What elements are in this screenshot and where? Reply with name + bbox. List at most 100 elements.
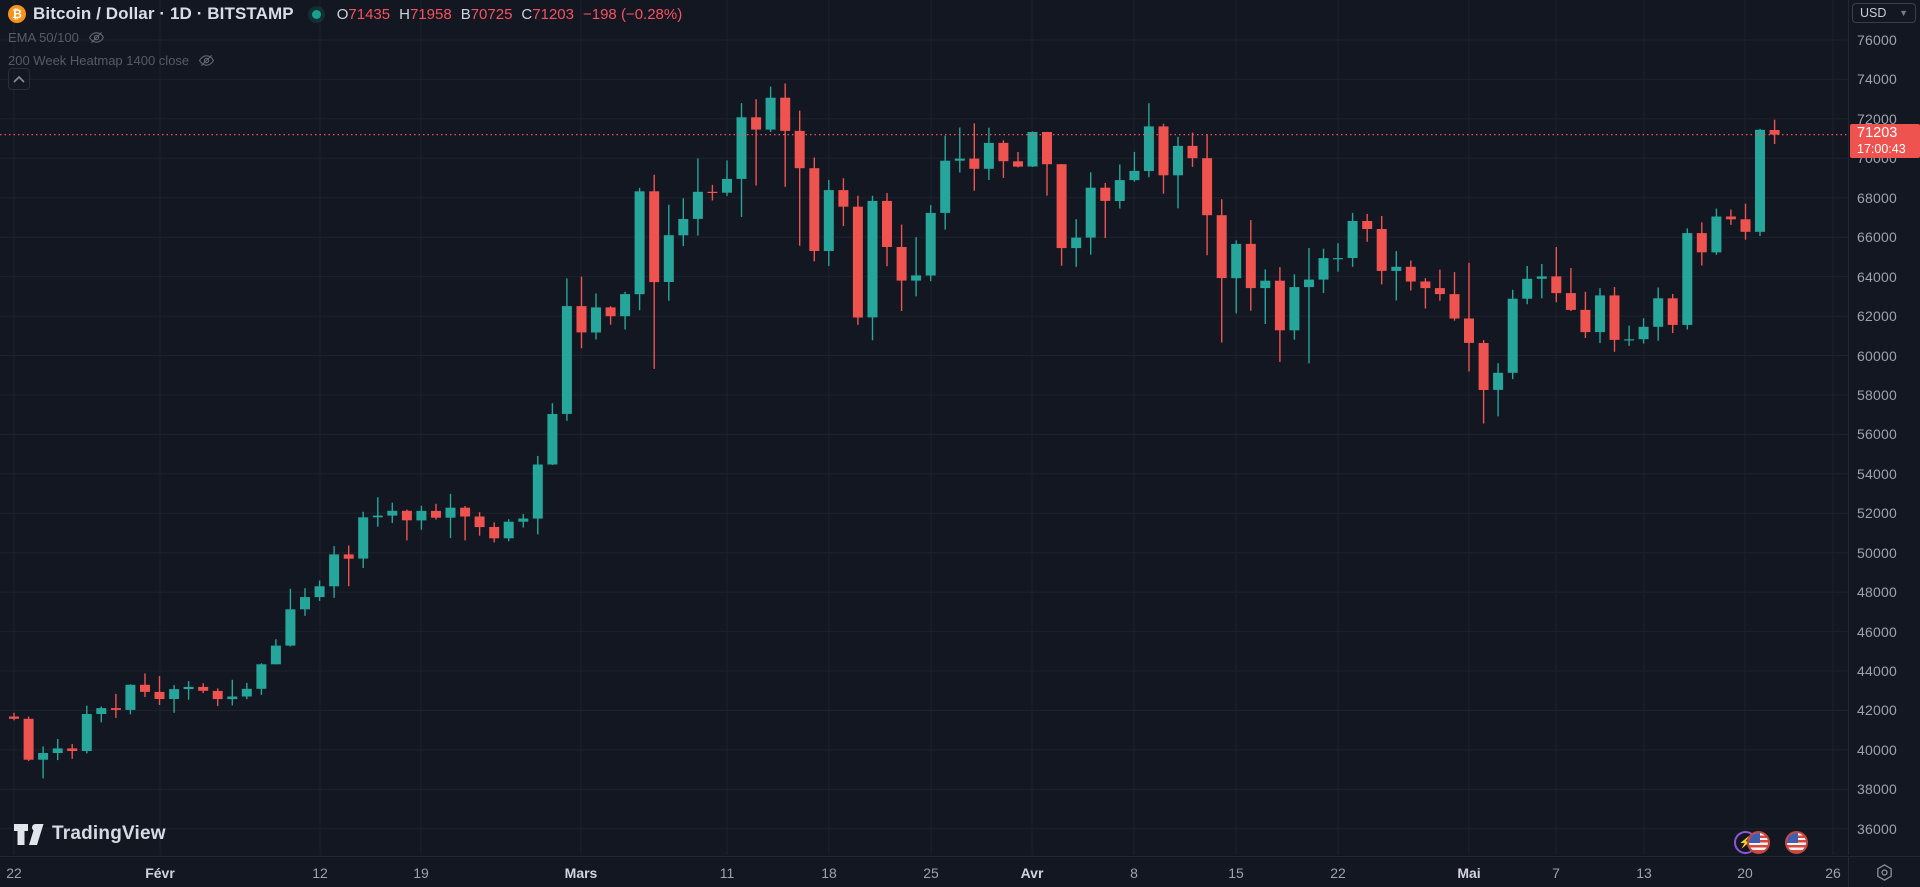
time-tick-label: 19 [413,865,429,881]
candle [1725,209,1736,225]
tradingview-wordmark: TradingView [52,823,166,844]
candle [329,546,340,598]
low-value: 70725 [470,5,513,23]
candle [503,519,514,542]
candle [110,693,121,718]
us-flag-event-badge[interactable] [1785,831,1808,854]
candle [1274,267,1285,362]
candle [1027,131,1038,167]
candle [52,739,63,761]
candle [23,716,34,762]
candle [896,224,907,311]
price-tick-label: 44000 [1857,663,1897,679]
candle [823,179,834,267]
candle [780,83,791,187]
candle [125,684,136,715]
price-tick-label: 74000 [1857,71,1897,87]
bar-countdown: 17:00:43 [1857,142,1906,156]
candle [416,505,427,530]
candle [969,123,980,191]
candle [1755,128,1765,236]
candle [1173,136,1183,209]
candle [227,679,238,706]
us-flag-event-badge[interactable] [1747,831,1770,854]
candle [1304,248,1314,364]
candle [1624,325,1635,346]
collapse-legend-button[interactable] [8,68,30,90]
low-label: B [460,5,471,23]
price-tick-label: 52000 [1857,505,1897,521]
candle [1333,243,1343,272]
candle [169,685,180,713]
time-tick-label: 13 [1636,865,1652,881]
candle [1565,268,1576,311]
time-tick-label: 22 [6,865,22,881]
eye-hidden-icon[interactable] [198,54,215,67]
time-tick-label: 15 [1228,865,1244,881]
price-tick-label: 38000 [1857,781,1897,797]
candle [532,455,543,535]
time-tick-label: Mai [1457,865,1481,881]
market-status-dot[interactable] [311,9,321,19]
legend: ₿ Bitcoin / Dollar · 1D · BITSTAMP O7143… [8,3,682,71]
tradingview-logo[interactable]: TradingView [14,823,166,845]
candle [140,673,150,697]
candle [911,237,922,297]
candle [460,506,471,541]
candle [794,110,805,246]
time-tick-label: 22 [1330,865,1346,881]
price-tick-label: 62000 [1857,308,1897,324]
candle [605,306,616,325]
price-tick-label: 68000 [1857,190,1897,206]
indicator-row-heatmap[interactable]: 200 Week Heatmap 1400 close [8,50,682,71]
currency-dropdown[interactable]: USD ▼ [1852,3,1916,23]
open-label: O [336,5,349,23]
price-tick-label: 48000 [1857,584,1897,600]
candle [1609,287,1620,352]
time-tick-label: 26 [1825,865,1841,881]
candle [1013,152,1023,168]
candle [96,706,107,723]
candle [1100,182,1111,239]
candle [1391,251,1402,301]
time-tick-label: 11 [719,865,735,881]
scale-settings-button[interactable] [1848,856,1920,887]
current-price-label: 71203 17:00:43 [1850,124,1920,158]
candle [212,688,223,707]
candle [1449,272,1460,321]
high-value: 71958 [409,5,452,23]
candle [1580,291,1591,338]
candle [1187,132,1198,167]
candle [1405,260,1416,291]
candle [1478,340,1489,424]
candle [1245,220,1256,311]
candle [1085,172,1096,255]
candlestick-plot[interactable] [0,0,1848,855]
candle [561,278,572,421]
change-value: −198 (−0.28%) [582,5,683,23]
candle [474,512,485,536]
candle [983,127,994,180]
price-tick-label: 54000 [1857,466,1897,482]
price-axis[interactable]: USD ▼ 71203 17:00:43 76000 74000 72000 7000… [1848,0,1920,855]
bitcoin-icon: ₿ [8,5,26,23]
candle [183,681,194,700]
candle [663,204,674,301]
open-value: 71435 [348,5,391,23]
candle [620,291,631,330]
price-tick-label: 76000 [1857,32,1897,48]
candle [270,639,281,665]
candle [1434,269,1445,301]
candle [852,195,863,325]
candle [809,157,820,262]
candle [372,497,383,527]
time-tick-label: Mars [564,865,598,881]
candle [678,198,689,247]
candle [1493,363,1504,417]
candle [1376,216,1387,285]
indicator-row-ema[interactable]: EMA 50/100 [8,27,682,48]
symbol-row[interactable]: ₿ Bitcoin / Dollar · 1D · BITSTAMP O7143… [8,3,682,25]
time-axis[interactable]: 22 Févr 12 19 Mars 11 18 25 Avr 8 15 22 Mai 7 13 20 26 [0,856,1848,887]
eye-hidden-icon[interactable] [88,31,105,44]
